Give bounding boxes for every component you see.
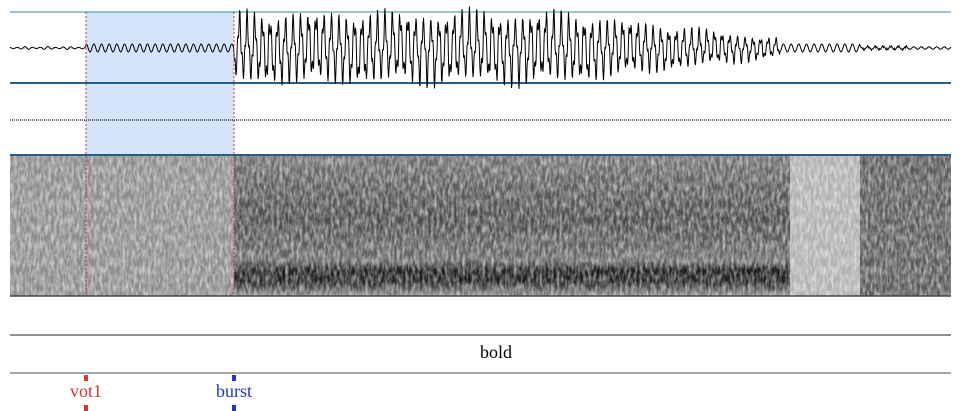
point-label[interactable]: vot1 [70,381,102,401]
waveform [9,6,952,89]
point-label[interactable]: burst [216,381,252,401]
spectrogram [10,155,951,296]
point-marker [84,375,88,381]
point-marker [84,405,88,411]
spectrogram-texture [10,155,951,296]
interval-label[interactable]: bold [480,342,512,362]
point-marker [232,405,236,411]
point-marker [232,375,236,381]
